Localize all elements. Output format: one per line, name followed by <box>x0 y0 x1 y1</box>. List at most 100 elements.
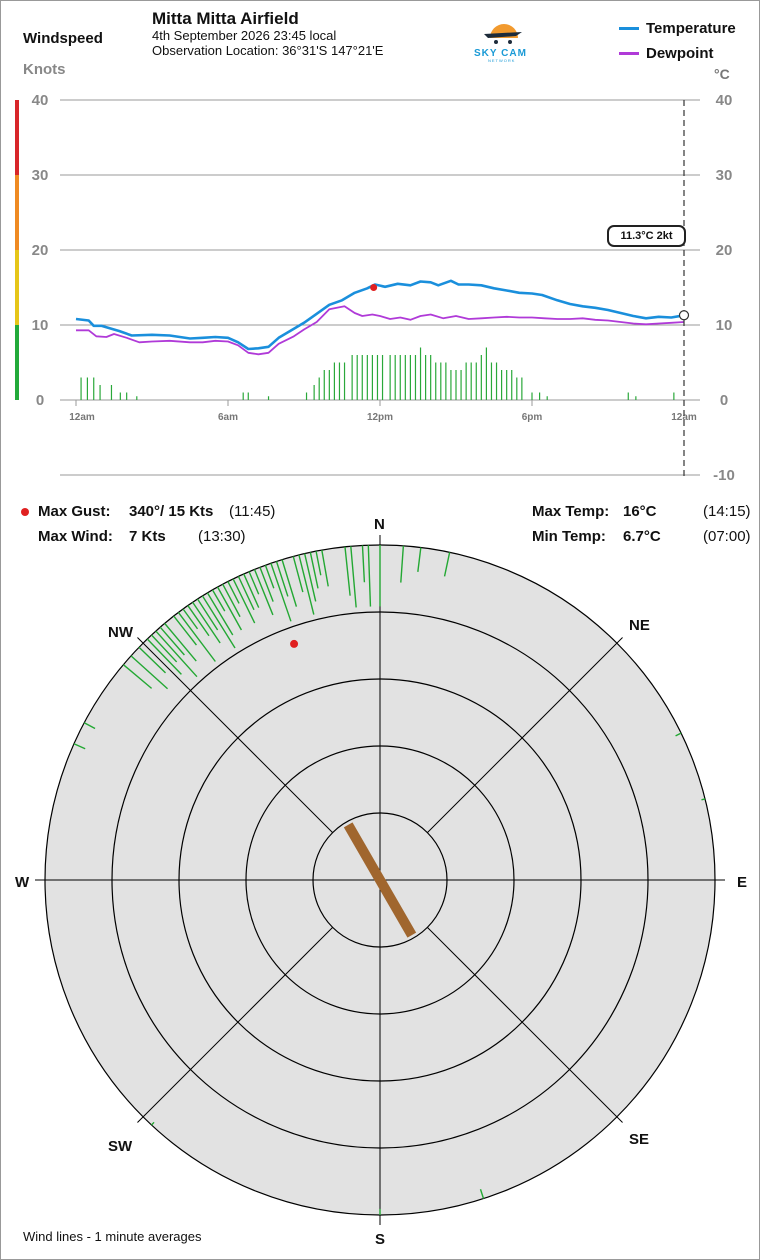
observation-location: Observation Location: 36°31'S 147°21'E <box>152 43 384 58</box>
right-tick-label-40: 40 <box>716 92 733 109</box>
max-wind-label: Max Wind: <box>38 528 113 545</box>
legend-temperature-swatch <box>619 27 639 30</box>
max-gust-time: (11:45) <box>229 503 276 520</box>
x-tick-label: 12am <box>69 412 95 423</box>
wind-line <box>275 561 289 597</box>
logo-subtext: NETWORK <box>488 58 516 63</box>
max-gust-label: Max Gust: <box>38 503 111 520</box>
right-tick-label--10: -10 <box>713 467 735 484</box>
wind-line <box>701 798 706 801</box>
wind-line <box>232 578 256 624</box>
wind-line <box>259 566 274 602</box>
wind-line <box>303 553 317 602</box>
footnote: Wind lines - 1 minute averages <box>23 1229 202 1244</box>
celsius-unit-label: °C <box>714 66 730 82</box>
rose-gust-point <box>290 639 299 648</box>
wind-line <box>479 1189 485 1199</box>
compass-e: E <box>737 874 748 891</box>
compass-s: S <box>375 1231 386 1248</box>
right-tick-label-0: 0 <box>720 392 728 409</box>
left-tick-label-20: 20 <box>32 242 49 259</box>
observation-datetime: 4th September 2026 23:45 local <box>152 28 337 43</box>
current-wind-bar <box>343 822 417 938</box>
wind-line <box>344 546 351 596</box>
wind-line <box>253 569 274 616</box>
left-tick-label-10: 10 <box>32 317 49 334</box>
windspeed-band-3 <box>15 100 19 175</box>
wind-line <box>292 556 304 593</box>
windspeed-band-2 <box>15 175 19 250</box>
legend-dewpoint-swatch <box>619 52 639 55</box>
wind-line <box>367 545 372 607</box>
wind-line <box>73 743 86 750</box>
wind-line <box>417 547 422 572</box>
wind-line <box>177 612 216 662</box>
left-tick-label-30: 30 <box>32 167 49 184</box>
right-tick-label-30: 30 <box>716 167 733 184</box>
logo-text: SKY CAM <box>474 48 527 59</box>
wind-line <box>216 586 243 631</box>
wind-line <box>281 559 298 607</box>
min-temp-value: 6.7°C <box>623 528 661 545</box>
wind-line <box>315 551 322 576</box>
station-title: Mitta Mitta Airfield <box>152 9 299 28</box>
compass-w: W <box>15 874 30 891</box>
wind-line <box>248 571 260 595</box>
max-gust-marker-icon <box>21 508 29 516</box>
max-wind-time: (13:30) <box>198 528 246 545</box>
wind-line <box>298 554 315 615</box>
wind-line <box>201 595 236 649</box>
windspeed-title: Windspeed <box>23 30 103 47</box>
max-gust-point <box>370 284 378 291</box>
wind-line <box>400 545 405 583</box>
max-temp-label: Max Temp: <box>532 503 610 520</box>
knots-unit-label: Knots <box>23 61 66 78</box>
dewpoint-series-line <box>76 305 685 356</box>
max-wind-value: 7 Kts <box>129 528 166 545</box>
current-readout: 11.3°C 2kt <box>607 225 686 247</box>
legend-temperature-label: Temperature <box>646 20 736 37</box>
wind-line <box>264 564 275 589</box>
wind-line <box>443 552 451 577</box>
wind-line <box>309 552 319 589</box>
min-temp-label: Min Temp: <box>532 528 606 545</box>
wind-line <box>151 634 178 663</box>
wind-line <box>361 545 366 583</box>
rose-diagonal-line <box>427 927 623 1123</box>
max-gust-value: 340°/ 15 Kts <box>129 503 214 520</box>
wind-line <box>155 630 198 678</box>
wind-line <box>222 583 241 618</box>
compass-sw: SW <box>108 1138 133 1155</box>
current-value-marker <box>678 310 690 321</box>
windspeed-band-1 <box>15 250 19 325</box>
wind-line <box>182 608 199 630</box>
wind-line <box>146 638 182 675</box>
max-temp-value: 16°C <box>623 503 657 520</box>
temperature-series-line <box>75 279 685 351</box>
wind-line <box>243 573 260 608</box>
wind-line <box>130 655 169 690</box>
x-tick-label: 12am <box>671 412 697 423</box>
x-tick-label: 12pm <box>367 412 393 423</box>
compass-se: SE <box>629 1131 650 1148</box>
legend-dewpoint-label: Dewpoint <box>646 45 714 62</box>
wind-line <box>187 605 210 637</box>
x-tick-label: 6pm <box>522 412 543 423</box>
wind-line <box>83 722 96 730</box>
wind-line <box>270 563 292 622</box>
sky-cam-logo-icon <box>484 24 522 44</box>
wind-line <box>211 589 226 612</box>
compass-nw: NW <box>108 624 133 641</box>
right-tick-label-20: 20 <box>716 242 733 259</box>
wind-line <box>173 615 197 646</box>
wind-line <box>675 732 682 737</box>
wind-line <box>138 646 167 674</box>
wind-line <box>321 549 329 587</box>
wind-line <box>350 546 357 608</box>
wind-line <box>192 601 221 644</box>
rose-diagonal-line <box>137 927 333 1123</box>
compass-n: N <box>374 516 385 533</box>
compass-ne: NE <box>629 617 650 634</box>
sky-cam-logo <box>470 12 536 62</box>
